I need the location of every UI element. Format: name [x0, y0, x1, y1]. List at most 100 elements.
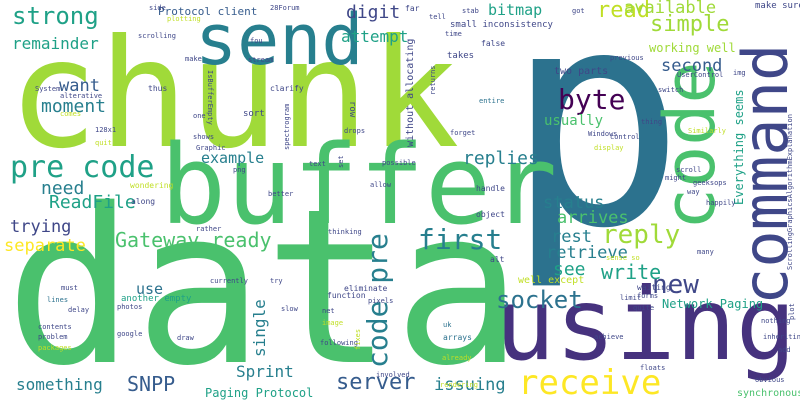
word-read: read	[597, 0, 650, 23]
word-chunk: chunk	[8, 8, 460, 182]
word-isbufferempty: IsBufferEmpty	[206, 70, 214, 125]
word-fou: fou	[250, 37, 263, 45]
word-use: use	[136, 280, 164, 298]
word-possible: possible	[382, 159, 416, 167]
word-eliminate: eliminate	[344, 284, 388, 293]
word-wondering: wondering	[130, 181, 174, 190]
word-make: make	[185, 55, 202, 63]
word-retrieve: retrieve	[546, 243, 628, 263]
word-receive: receive	[518, 363, 662, 400]
word-explanation: ScrollingGraphicsAlgorithmExplanation	[786, 114, 794, 270]
word-alt: alt	[490, 255, 505, 264]
word-add: add	[778, 346, 791, 354]
word-delay: delay	[68, 306, 90, 314]
word-floats: floats	[640, 364, 666, 372]
word-reply: reply	[602, 220, 681, 250]
word-along: along	[131, 197, 156, 206]
word-buffer: buffer	[160, 121, 558, 249]
word-plot: plot	[788, 303, 796, 320]
word-128x1: 128x1	[95, 126, 117, 134]
word-issuing: issuing	[434, 375, 506, 395]
word-rendering: rendering	[440, 381, 478, 389]
word-attempt: attempt	[341, 27, 409, 46]
word-clarify: clarify	[270, 84, 304, 93]
word-strong: strong	[12, 2, 99, 30]
word-snpp: SNPP	[127, 372, 176, 396]
word-system: System	[35, 85, 61, 93]
word-better: better	[268, 190, 294, 198]
word-display: display	[594, 144, 624, 152]
word-single: single	[250, 299, 269, 357]
word-time: time	[445, 30, 462, 38]
word-two-parts: two parts	[554, 66, 609, 77]
word-first: first	[418, 223, 503, 256]
word-far: far	[405, 4, 420, 13]
word-stream: stream	[248, 56, 274, 64]
word-everything-seems: Everything seems	[732, 89, 746, 205]
word-thus: thus	[148, 84, 168, 93]
word-img: img	[733, 69, 746, 77]
word-google: google	[117, 330, 143, 338]
word-p: p	[505, 0, 686, 294]
word-protocol-client: Protocol client	[158, 5, 258, 18]
word-forum: 28Forum	[270, 4, 300, 12]
word-without-allocating: without allocating	[405, 38, 416, 147]
word-using: using	[495, 266, 797, 383]
word-paging-protocol: Paging Protocol	[205, 386, 314, 400]
word-arrays: arrays	[443, 333, 472, 342]
word-another-empty: another empty	[121, 294, 192, 304]
word-sort: sort	[243, 109, 265, 119]
word-achieve: achieve	[594, 333, 624, 341]
word-moment: moment	[41, 96, 107, 117]
word-nothing: nothing	[761, 317, 791, 325]
word-status: status	[543, 193, 605, 213]
word-must: must	[61, 284, 78, 292]
word-need: need	[41, 178, 85, 199]
word-separate: separate	[4, 236, 86, 256]
word-quit: quit	[95, 139, 112, 147]
word-stab: stab	[462, 7, 479, 15]
word-many: many	[697, 248, 714, 256]
word-happily: happily	[706, 199, 736, 207]
word-following: following	[320, 339, 358, 347]
word-object: object	[476, 210, 505, 219]
word-uk: uk	[443, 321, 452, 329]
word-well-except: well except	[518, 275, 585, 286]
word-small-inconsistency: small inconsistency	[450, 20, 553, 30]
word-data: data	[5, 162, 523, 400]
word-send: send	[195, 0, 364, 81]
word-digit: digit	[346, 2, 401, 23]
word-comes: comes	[60, 110, 82, 118]
word-sprint: Sprint	[236, 362, 294, 381]
word-byte: byte	[558, 83, 626, 116]
word-forget: forget	[450, 129, 476, 137]
word-usually: usually	[544, 113, 604, 129]
word-already: already	[442, 354, 472, 362]
word-trying: trying	[10, 217, 72, 237]
word-make-sure: make sure	[755, 1, 800, 11]
word-try: try	[270, 277, 283, 285]
word-see: see	[553, 259, 586, 280]
word-remainder: remainder	[12, 34, 99, 53]
word-control: control	[610, 133, 640, 141]
word-inheriting: inheriting	[763, 333, 800, 341]
word-thinking: thinking	[328, 228, 362, 236]
word-row: row	[347, 101, 357, 118]
word-simple: simple	[650, 12, 730, 37]
word-obvious: obvious	[755, 376, 785, 384]
word-write: write	[601, 260, 662, 284]
word-synchronous: synchronous	[737, 388, 800, 399]
word-function: function	[327, 291, 366, 300]
word-tell: tell	[429, 13, 446, 21]
word-slow: slow	[281, 305, 298, 313]
word-allow: allow	[370, 181, 392, 189]
word-graphic: Graphic	[196, 144, 226, 152]
word-handle: handle	[476, 184, 505, 193]
word-bitmap: bitmap	[488, 1, 543, 19]
word-usercontrol: UserControl	[677, 71, 724, 79]
word-spectrogram: spectrogram	[283, 103, 291, 150]
word-way: way	[687, 188, 700, 196]
word-pre-code: pre code	[10, 150, 155, 185]
word-switch: switch	[658, 86, 684, 94]
